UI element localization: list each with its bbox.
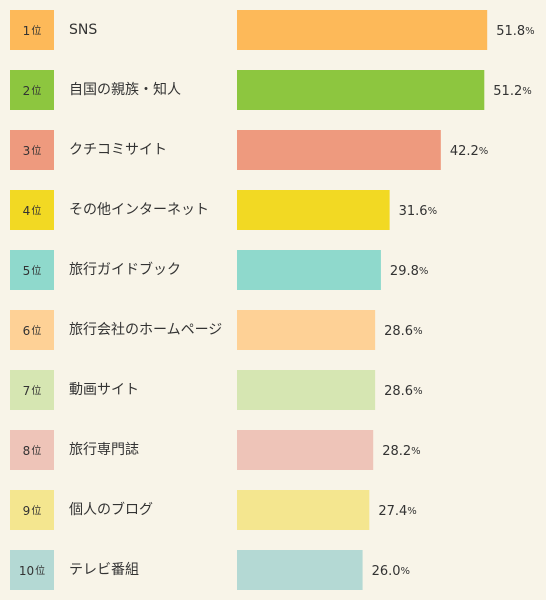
- rank-suffix: 位: [31, 504, 41, 517]
- rank-label: 4位: [23, 204, 42, 218]
- bar: [237, 430, 374, 470]
- rank-badge: [10, 70, 54, 110]
- rank-suffix: 位: [31, 84, 41, 97]
- rank-suffix: 位: [35, 564, 45, 577]
- rank-suffix: 位: [31, 324, 41, 337]
- value-number: 29.8: [390, 264, 419, 279]
- rank-label: 6位: [23, 324, 42, 338]
- rank-badge: [10, 550, 54, 590]
- rank-label: 5位: [23, 264, 42, 278]
- rank-label: 7位: [23, 384, 42, 398]
- value-label: 28.6%: [384, 384, 422, 399]
- value-label: 26.0%: [372, 564, 410, 579]
- value-label: 27.4%: [378, 504, 416, 519]
- value-label: 29.8%: [390, 264, 428, 279]
- value-number: 31.6: [399, 204, 428, 219]
- bar: [237, 310, 376, 350]
- bar: [237, 10, 488, 50]
- value-unit: %: [428, 206, 438, 217]
- rank-label: 2位: [23, 84, 42, 98]
- value-unit: %: [413, 326, 423, 337]
- value-number: 28.2: [382, 444, 411, 459]
- bar: [237, 490, 370, 530]
- value-number: 51.8: [496, 24, 525, 39]
- category-label: 個人のブログ: [69, 501, 153, 518]
- value-unit: %: [522, 86, 532, 97]
- category-label: 旅行専門誌: [69, 442, 139, 458]
- rank-number: 2: [23, 84, 31, 98]
- category-label: SNS: [69, 22, 97, 38]
- rank-label: 1位: [23, 24, 42, 38]
- value-number: 42.2: [450, 144, 479, 159]
- rank-badge: [10, 310, 54, 350]
- bar: [237, 370, 376, 410]
- value-label: 28.6%: [384, 324, 422, 339]
- value-label: 51.8%: [496, 24, 534, 39]
- value-number: 28.6: [384, 324, 413, 339]
- rank-number: 7: [23, 384, 31, 398]
- rank-label: 10位: [19, 564, 45, 578]
- category-label: その他インターネット: [69, 202, 209, 218]
- value-unit: %: [419, 266, 429, 277]
- rank-suffix: 位: [31, 24, 41, 37]
- value-unit: %: [479, 146, 489, 157]
- value-number: 51.2: [493, 84, 522, 99]
- rank-number: 10: [19, 564, 34, 578]
- rank-suffix: 位: [31, 384, 41, 397]
- value-number: 26.0: [372, 564, 401, 579]
- rank-badge: [10, 370, 54, 410]
- rank-label: 8位: [23, 444, 42, 458]
- rank-suffix: 位: [31, 444, 41, 457]
- rank-suffix: 位: [31, 144, 41, 157]
- rank-number: 1: [23, 24, 31, 38]
- bar: [237, 250, 381, 290]
- rank-badge: [10, 130, 54, 170]
- rank-number: 4: [23, 204, 31, 218]
- rank-badge: [10, 10, 54, 50]
- value-label: 42.2%: [450, 144, 488, 159]
- value-number: 27.4: [378, 504, 407, 519]
- rank-number: 8: [23, 444, 31, 458]
- rank-badge: [10, 250, 54, 290]
- rank-label: 3位: [23, 144, 42, 158]
- rank-badge: [10, 490, 54, 530]
- value-unit: %: [401, 566, 411, 577]
- value-unit: %: [411, 446, 421, 457]
- value-unit: %: [413, 386, 423, 397]
- value-label: 28.2%: [382, 444, 420, 459]
- category-label: クチコミサイト: [69, 142, 167, 158]
- category-label: テレビ番組: [69, 562, 139, 578]
- rank-number: 6: [23, 324, 31, 338]
- category-label: 動画サイト: [69, 382, 139, 398]
- category-label: 旅行ガイドブック: [69, 261, 181, 278]
- value-label: 31.6%: [399, 204, 437, 219]
- rank-badge: [10, 430, 54, 470]
- rank-suffix: 位: [31, 204, 41, 217]
- rank-number: 9: [23, 504, 31, 518]
- rank-number: 3: [23, 144, 31, 158]
- rank-number: 5: [23, 264, 31, 278]
- bar: [237, 70, 485, 110]
- category-label: 旅行会社のホームページ: [69, 322, 222, 338]
- rank-label: 9位: [23, 504, 42, 518]
- rank-suffix: 位: [31, 264, 41, 277]
- value-unit: %: [407, 506, 417, 517]
- bar: [237, 130, 441, 170]
- bar: [237, 550, 363, 590]
- bar: [237, 190, 390, 230]
- rank-badge: [10, 190, 54, 230]
- value-number: 28.6: [384, 384, 413, 399]
- value-label: 51.2%: [493, 84, 531, 99]
- category-label: 自国の親族・知人: [69, 81, 181, 98]
- value-unit: %: [525, 26, 535, 37]
